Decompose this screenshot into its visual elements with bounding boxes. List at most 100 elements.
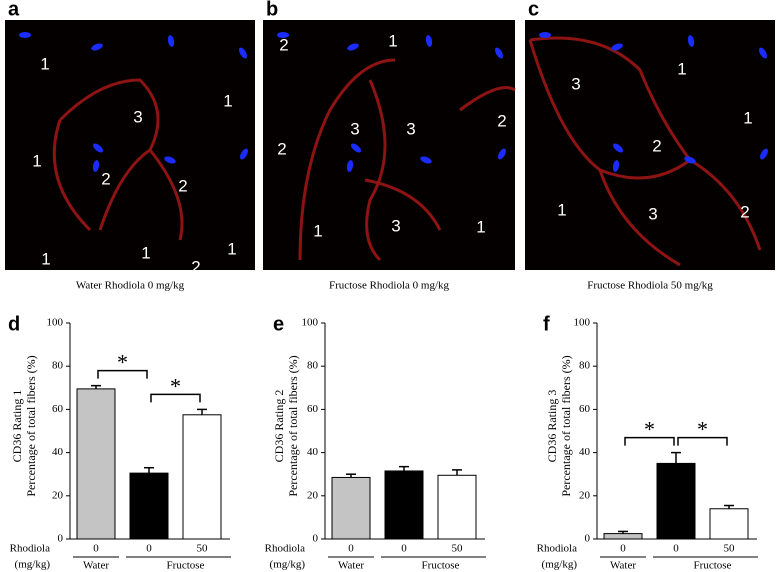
nucleus [351, 143, 361, 153]
fiber-rating: 2 [279, 35, 288, 54]
fiber-rating: 3 [406, 119, 415, 138]
y-tick-label: 80 [52, 360, 64, 372]
y-tick-label: 40 [52, 446, 64, 458]
y-tick-label: 20 [52, 489, 64, 501]
bar [656, 462, 696, 540]
x-tick-label: 0 [620, 543, 626, 555]
x-tick-label: 50 [452, 543, 464, 555]
significance-bracket [97, 369, 148, 379]
bar [331, 476, 371, 540]
row-label: (mg/kg) [15, 559, 51, 571]
nucleus [420, 156, 432, 164]
micrograph [5, 20, 255, 270]
fiber-rating: 2 [101, 169, 110, 188]
y-tick-label: 100 [574, 317, 591, 329]
nucleus [613, 143, 623, 153]
y-tick-label: 40 [307, 446, 319, 458]
row-label: Rhodiola [265, 543, 305, 555]
y-tick-label: 0 [585, 533, 591, 545]
fiber-rating: 2 [178, 176, 187, 195]
group-label: Water [338, 560, 364, 572]
x-tick-label: 0 [93, 543, 99, 555]
panel-caption: Fructose Rhodiola 50 mg/kg [587, 280, 713, 292]
x-tick-label: 0 [348, 543, 354, 555]
nucleus [347, 43, 359, 51]
fiber-rating: 3 [391, 216, 400, 235]
fiber-rating: 3 [133, 107, 142, 126]
y-tick-label: 20 [307, 489, 319, 501]
bar [182, 414, 222, 540]
row-label: (mg/kg) [542, 559, 578, 571]
membrane-stain [52, 78, 184, 241]
panel-letter: b [266, 0, 278, 20]
fiber-rating: 1 [32, 151, 41, 170]
fiber-rating: 2 [277, 139, 286, 158]
fiber-rating: 2 [652, 136, 661, 155]
fiber-rating: 3 [648, 204, 657, 223]
y-tick-label: 60 [52, 403, 64, 415]
chart-letter: f [543, 313, 550, 335]
group-label: Water [610, 560, 636, 572]
x-tick-label: 0 [401, 543, 407, 555]
fiber-rating: 1 [476, 217, 485, 236]
y-axis-label: CD36 Rating 3 [545, 390, 559, 463]
y-tick-label: 60 [307, 403, 319, 415]
fiber-rating: 1 [227, 239, 236, 258]
y-axis-label: CD36 Rating 2 [272, 390, 286, 463]
nucleus [239, 47, 247, 59]
row-label: Rhodiola [537, 543, 577, 555]
nucleus [164, 156, 176, 164]
y-axis-label: Percentage of total fibers (%) [24, 355, 38, 496]
y-tick-label: 40 [579, 446, 591, 458]
x-tick-label: 50 [197, 543, 209, 555]
x-tick-label: 50 [724, 543, 736, 555]
y-axis-label: Percentage of total fibers (%) [559, 355, 573, 496]
y-axis-label: Percentage of total fibers (%) [286, 355, 300, 496]
fiber-rating: 1 [677, 59, 686, 78]
nucleus [495, 47, 503, 59]
row-label: Rhodiola [10, 543, 50, 555]
nucleus [91, 43, 103, 51]
fiber-rating: 1 [388, 31, 397, 50]
nucleus [92, 160, 100, 172]
nucleus [684, 156, 696, 164]
significance-bracket [150, 393, 201, 403]
x-tick-label: 0 [146, 543, 152, 555]
y-tick-label: 0 [58, 533, 64, 545]
fiber-rating: 1 [223, 91, 232, 110]
panel-caption: Water Rhodiola 0 mg/kg [76, 280, 185, 292]
bar [129, 472, 169, 540]
nucleus [759, 47, 767, 59]
significance-star: * [170, 373, 181, 398]
significance-bracket [677, 436, 728, 446]
nucleus [760, 148, 768, 160]
y-tick-label: 60 [579, 403, 591, 415]
nucleus [346, 160, 354, 172]
membrane-stain [528, 36, 762, 267]
y-tick-label: 20 [579, 489, 591, 501]
nucleus [277, 32, 289, 38]
y-axis-label: CD36 Rating 1 [10, 390, 24, 463]
fiber-rating: 2 [497, 111, 506, 130]
nucleus [19, 32, 31, 38]
fiber-rating: 2 [740, 202, 749, 221]
fiber-rating: 3 [571, 74, 580, 93]
nucleus [93, 143, 103, 153]
group-label: Fructose [694, 560, 732, 572]
panel-letter: a [8, 0, 20, 20]
panel-letter: c [528, 0, 539, 20]
row-label: (mg/kg) [270, 559, 306, 571]
bar [384, 470, 424, 540]
membrane-stain [298, 58, 516, 262]
nucleus [611, 43, 623, 51]
nucleus [498, 148, 506, 160]
significance-star: * [697, 417, 708, 442]
micrograph [525, 20, 775, 270]
nucleus [167, 35, 175, 47]
bar [76, 388, 116, 540]
fiber-rating: 1 [40, 54, 49, 73]
y-tick-label: 80 [307, 360, 319, 372]
fiber-rating: 3 [350, 119, 359, 138]
x-tick-label: 0 [673, 543, 679, 555]
